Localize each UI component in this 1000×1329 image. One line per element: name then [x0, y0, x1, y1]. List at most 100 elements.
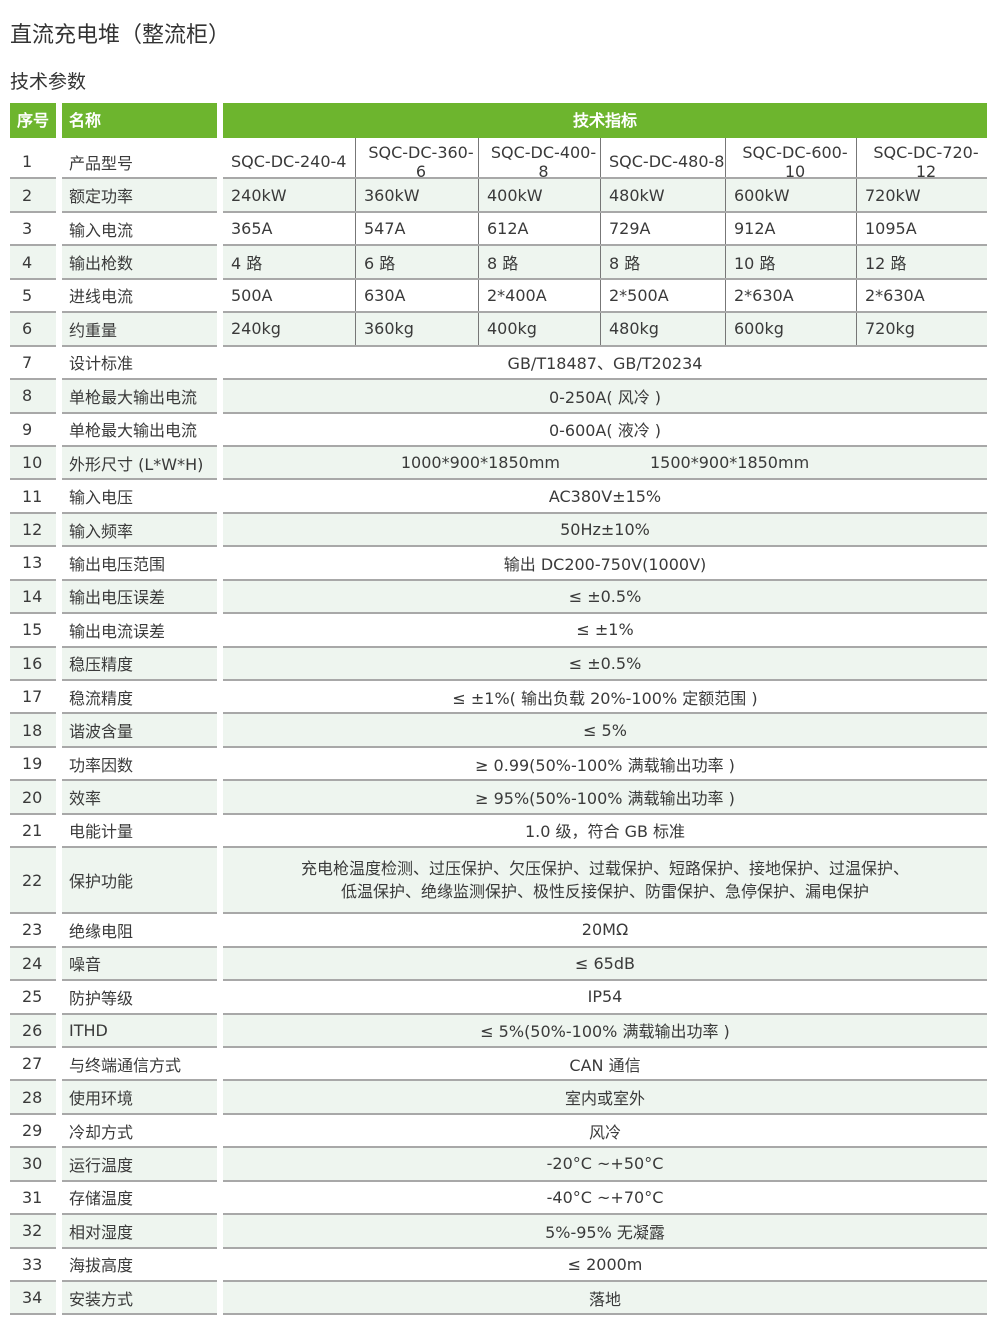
table-row: 24 噪音 ≤ 65dB — [0, 947, 1000, 982]
row-label: ITHD — [62, 1014, 217, 1048]
row-values: SQC-DC-240-4 SQC-DC-360-6 SQC-DC-400-8 SQC-… — [223, 143, 987, 181]
row-label: 单枪最大输出电流 — [62, 414, 217, 447]
row-number: 33 — [10, 1249, 56, 1282]
protection-line: 充电枪温度检测、过压保护、欠压保护、过载保护、短路保护、接地保护、过温保护、 — [300, 859, 909, 879]
row-label: 绝缘电阻 — [62, 914, 217, 948]
page-title: 直流充电堆（整流柜） — [10, 23, 231, 48]
column-divider — [725, 138, 726, 146]
model-value: SQC-DC-400-8 — [478, 143, 600, 181]
row-value: 0-600A( 液冷 ) — [223, 414, 987, 447]
row-value: ≤ ±1% — [223, 614, 987, 648]
table-row: 5 进线电流 500A 630A 2*400A 2*500A 2*630A 2*630A — [0, 279, 1000, 314]
row-label: 运行温度 — [62, 1148, 217, 1182]
column-divider — [478, 138, 479, 146]
table-row: 31 存储温度 -40°C ~+70°C — [0, 1182, 1000, 1216]
row-label: 设计标准 — [62, 347, 217, 381]
row-value: -20°C ~+50°C — [223, 1148, 987, 1182]
table-row: 8 单枪最大输出电流 0-250A( 风冷 ) — [0, 380, 1000, 414]
row-number: 4 — [10, 246, 56, 280]
row-number: 17 — [10, 681, 56, 715]
table-row: 12 输入频率 50Hz±10% — [0, 513, 1000, 548]
table-row: 13 输出电压范围 输出 DC200-750V(1000V) — [0, 547, 1000, 581]
row-label: 电能计量 — [62, 815, 217, 849]
table-row: 14 输出电压误差 ≤ ±0.5% — [0, 580, 1000, 615]
model-value: SQC-DC-360-6 — [355, 143, 478, 181]
row-values: 500A 630A 2*400A 2*500A 2*630A 2*630A — [223, 279, 987, 314]
table-row: 28 使用环境 室内或室外 — [0, 1081, 1000, 1115]
row-number: 26 — [10, 1014, 56, 1048]
dimension-value: 1500*900*1850mm — [650, 453, 810, 473]
row-value: 0-250A( 风冷 ) — [223, 380, 987, 414]
model-value: 6 路 — [355, 246, 478, 278]
row-label: 使用环境 — [62, 1081, 217, 1115]
row-value: IP54 — [223, 981, 987, 1015]
model-value: 547A — [355, 212, 478, 245]
model-value: 600kg — [725, 313, 856, 345]
header-name: 名称 — [62, 103, 217, 138]
row-number: 23 — [10, 914, 56, 948]
row-values: 240kW 360kW 400kW 480kW 600kW 720kW — [223, 179, 987, 213]
row-number: 21 — [10, 815, 56, 849]
row-label: 产品型号 — [62, 146, 217, 180]
model-value: 8 路 — [600, 246, 725, 278]
table-row: 3 输入电流 365A 547A 612A 729A 912A 1095A — [0, 212, 1000, 247]
row-number: 18 — [10, 714, 56, 748]
table-row: 33 海拔高度 ≤ 2000m — [0, 1249, 1000, 1282]
header-seq: 序号 — [10, 103, 56, 138]
row-number: 5 — [10, 280, 56, 314]
row-label: 输入频率 — [62, 513, 217, 548]
row-value: ≥ 95%(50%-100% 满载输出功率 ) — [223, 781, 987, 815]
table-row: 34 安装方式 落地 — [0, 1282, 1000, 1316]
table-header: 序号 名称 技术指标 — [0, 103, 1000, 138]
table-row: 21 电能计量 1.0 级，符合 GB 标准 — [0, 815, 1000, 849]
row-label: 存储温度 — [62, 1182, 217, 1216]
row-number: 29 — [10, 1115, 56, 1149]
model-value: 1095A — [856, 212, 987, 245]
model-value: 480kg — [600, 313, 725, 345]
row-value: 落地 — [223, 1282, 987, 1316]
row-label: 额定功率 — [62, 179, 217, 213]
table-row: 25 防护等级 IP54 — [0, 981, 1000, 1015]
model-value: 12 路 — [856, 246, 987, 278]
model-value: SQC-DC-480-8 — [600, 146, 725, 178]
row-label: 安装方式 — [62, 1282, 217, 1316]
table-row: 9 单枪最大输出电流 0-600A( 液冷 ) — [0, 414, 1000, 447]
row-number: 19 — [10, 748, 56, 782]
row-value: ≤ 65dB — [223, 947, 987, 982]
row-value: 20MΩ — [223, 914, 987, 948]
row-label: 稳压精度 — [62, 647, 217, 681]
row-number: 12 — [10, 513, 56, 548]
model-value: 240kW — [231, 185, 287, 205]
column-divider — [600, 138, 601, 146]
row-label: 效率 — [62, 781, 217, 815]
row-value: ≤ 2000m — [223, 1249, 987, 1282]
row-values: 365A 547A 612A 729A 912A 1095A — [223, 212, 987, 247]
model-value: 240kg — [231, 319, 281, 339]
row-value: 5%-95% 无凝露 — [223, 1215, 987, 1249]
table-row: 16 稳压精度 ≤ ±0.5% — [0, 647, 1000, 681]
row-value: ≤ 5%(50%-100% 满载输出功率 ) — [223, 1014, 987, 1048]
row-label: 功率因数 — [62, 748, 217, 782]
model-value: 720kW — [856, 179, 987, 211]
row-number: 2 — [10, 179, 56, 213]
row-label: 噪音 — [62, 947, 217, 982]
model-value: 365A — [231, 219, 273, 239]
model-value: 400kg — [478, 313, 600, 345]
row-number: 11 — [10, 480, 56, 514]
row-value: -40°C ~+70°C — [223, 1182, 987, 1216]
row-label: 外形尺寸 (L*W*H) — [62, 446, 217, 481]
row-label: 输出电压范围 — [62, 547, 217, 581]
row-value: 1.0 级，符合 GB 标准 — [223, 815, 987, 849]
row-value: ≤ ±1%( 输出负载 20%-100% 定额范围 ) — [223, 681, 987, 715]
column-divider — [856, 138, 857, 146]
dimension-value: 1000*900*1850mm — [400, 453, 560, 473]
row-label: 输出电压误差 — [62, 580, 217, 615]
row-number: 32 — [10, 1215, 56, 1249]
row-number: 20 — [10, 781, 56, 815]
row-number: 22 — [10, 848, 56, 915]
model-value: 480kW — [600, 179, 725, 211]
table-row: 18 谐波含量 ≤ 5% — [0, 714, 1000, 748]
row-label: 进线电流 — [62, 280, 217, 314]
table-row: 29 冷却方式 风冷 — [0, 1115, 1000, 1149]
